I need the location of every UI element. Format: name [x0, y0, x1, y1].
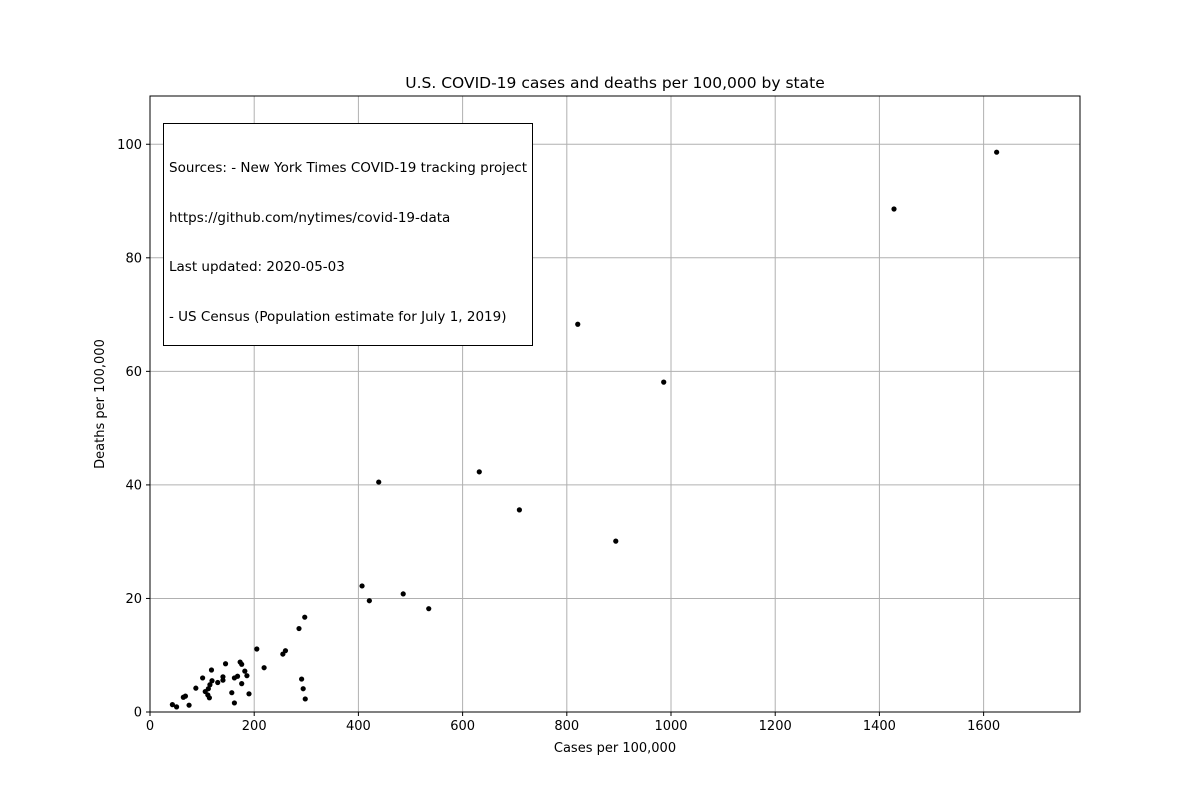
scatter-point: [220, 677, 226, 683]
scatter-point: [239, 681, 245, 687]
annotation-line-url: https://github.com/nytimes/covid-19-data: [169, 209, 451, 226]
scatter-point: [300, 686, 306, 692]
y-axis-label: Deaths per 100,000: [93, 339, 108, 469]
scatter-point: [180, 694, 186, 700]
y-tick-label: 20: [125, 592, 142, 607]
scatter-point: [426, 606, 432, 612]
scatter-point: [173, 704, 180, 710]
scatter-point: [215, 679, 221, 686]
scatter-point: [208, 667, 215, 673]
annotation-line-census: - US Census (Population estimate for Jul…: [169, 308, 507, 325]
annotation-line-last-updated: Last updated: 2020-05-03: [169, 259, 345, 275]
x-tick-label: 0: [146, 719, 154, 734]
scatter-point: [209, 678, 215, 684]
scatter-point: [516, 507, 522, 513]
scatter-point: [246, 691, 252, 697]
scatter-point: [299, 676, 305, 682]
scatter-point: [254, 646, 260, 652]
scatter-point: [200, 675, 206, 681]
grid-lines: [149, 96, 1080, 713]
scatter-point: [261, 665, 267, 671]
x-axis-label: Cases per 100,000: [554, 741, 676, 756]
scatter-point: [231, 700, 238, 706]
scatter-point: [366, 598, 372, 604]
x-tick-label: 1400: [863, 719, 896, 734]
scatter-point: [476, 469, 482, 475]
scatter-point: [222, 661, 229, 667]
scatter-point: [239, 661, 245, 667]
scatter-point: [613, 538, 619, 544]
scatter-point: [661, 379, 667, 385]
plot-frame: [149, 95, 1081, 713]
scatter-point: [302, 614, 308, 620]
x-tick-label: 200: [242, 719, 267, 734]
scatter-point: [229, 690, 235, 696]
y-tick-label: 40: [125, 478, 142, 493]
scatter-point: [994, 149, 1000, 155]
scatter-point: [400, 591, 406, 597]
scatter-point: [359, 583, 365, 589]
scatter-point: [207, 682, 213, 688]
y-tick-label: 60: [125, 365, 142, 380]
x-tick-label: 1200: [759, 719, 792, 734]
y-tick-label: 80: [125, 251, 142, 266]
scatter-point: [186, 702, 192, 708]
x-tick-label: 600: [450, 719, 475, 734]
sources-annotation-box: Sources: - New York Times COVID-19 track…: [163, 123, 534, 346]
scatter-point: [231, 675, 238, 681]
y-axis-ticks: 0 20 40 60 80 100: [117, 138, 150, 721]
x-tick-label: 400: [346, 719, 371, 734]
y-tick-label: 0: [134, 706, 142, 721]
x-tick-label: 1600: [967, 719, 1000, 734]
x-tick-label: 1000: [654, 719, 687, 734]
data-points: [169, 149, 1000, 710]
scatter-point: [575, 321, 581, 327]
scatter-point: [302, 696, 308, 702]
scatter-point: [244, 673, 250, 679]
x-axis-ticks: 0 200 400 600 800 1000 1200 1400 1600: [146, 712, 1000, 734]
y-tick-label: 100: [117, 138, 142, 153]
x-tick-label: 800: [554, 719, 579, 734]
scatter-point: [891, 206, 897, 212]
scatter-point: [193, 685, 199, 691]
scatter-point: [206, 695, 212, 701]
scatter-point: [296, 625, 302, 632]
annotation-line-sources: Sources: - New York Times COVID-19 track…: [169, 160, 528, 176]
scatter-point: [242, 668, 248, 674]
scatter-point: [376, 479, 382, 485]
scatter-point: [280, 651, 286, 657]
chart-title: U.S. COVID-19 cases and deaths per 100,0…: [405, 74, 824, 92]
scatter-point: [169, 702, 176, 708]
